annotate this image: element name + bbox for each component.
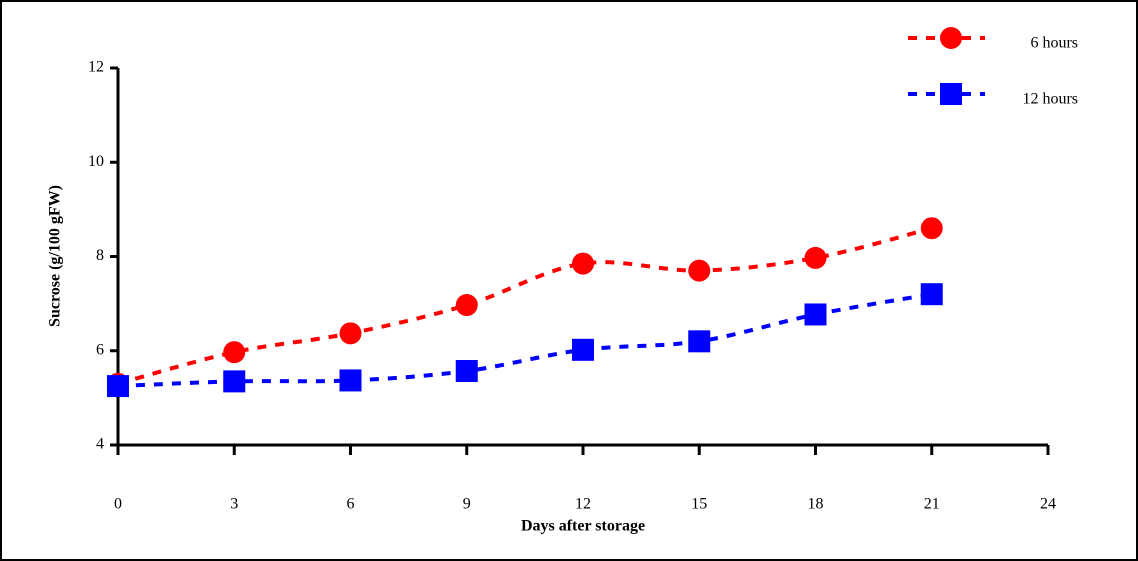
- marker: [940, 27, 962, 49]
- y-tick-label: 6: [96, 341, 104, 358]
- y-tick-label: 8: [96, 247, 104, 264]
- marker: [688, 259, 711, 282]
- marker: [688, 330, 711, 353]
- x-tick-label: 6: [347, 496, 355, 513]
- series-line: [117, 292, 933, 389]
- marker: [339, 322, 362, 345]
- legend-label: 6 hours: [1030, 35, 1078, 52]
- x-tick-label: 21: [924, 496, 940, 513]
- marker: [107, 375, 129, 398]
- y-axis-title: Sucrose (g/100 gFW): [47, 185, 64, 327]
- x-axis-title: Days after storage: [521, 518, 645, 535]
- marker: [920, 217, 943, 240]
- x-tick-label: 24: [1040, 496, 1056, 513]
- marker: [920, 283, 943, 306]
- marker: [455, 360, 478, 383]
- series-line: [117, 226, 933, 386]
- x-tick-label: 18: [808, 496, 824, 513]
- marker: [572, 252, 594, 275]
- marker: [223, 341, 246, 364]
- x-tick-label: 15: [691, 496, 707, 513]
- x-tick-label: 9: [463, 496, 471, 513]
- legend-label: 12 hours: [1022, 91, 1078, 108]
- marker: [455, 294, 478, 317]
- marker: [940, 83, 962, 105]
- marker: [572, 338, 594, 361]
- x-tick-label: 3: [230, 496, 238, 513]
- marker: [223, 370, 246, 393]
- marker: [804, 303, 827, 326]
- y-tick-label: 4: [96, 436, 104, 453]
- y-tick-label: 10: [88, 153, 104, 170]
- y-tick-label: 12: [88, 59, 104, 76]
- marker: [339, 369, 362, 392]
- marker: [804, 246, 827, 269]
- x-tick-label: 0: [114, 496, 122, 513]
- x-tick-label: 12: [575, 496, 591, 513]
